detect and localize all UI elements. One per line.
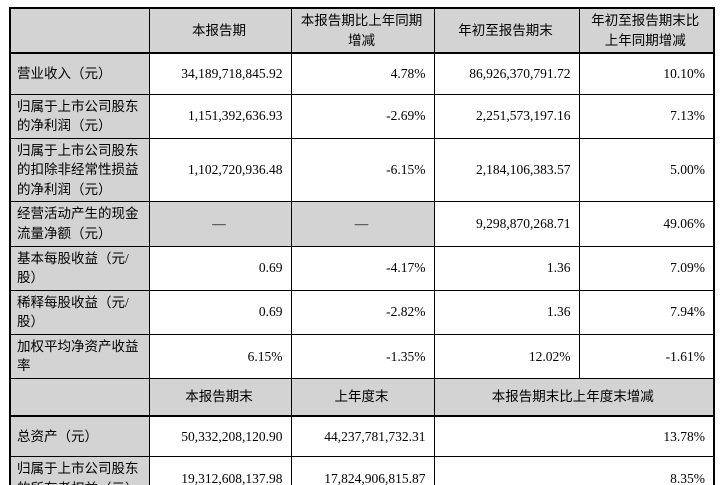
value-cell: 1,151,392,636.93 — [148, 93, 292, 139]
value-cell: -2.69% — [290, 93, 435, 139]
value-cell: 86,926,370,791.72 — [433, 52, 580, 95]
value-cell: 1,102,720,936.48 — [148, 137, 292, 203]
value-cell: 13.78% — [433, 415, 715, 457]
row-basic-eps: 基本每股收益（元/股） 0.69 -4.17% 1.36 7.09% — [9, 245, 715, 291]
value-cell: 19,312,608,137.98 — [148, 455, 292, 485]
row-total-assets: 总资产（元） 50,332,208,120.90 44,237,781,732.… — [9, 415, 715, 457]
value-cell: -6.15% — [290, 137, 435, 203]
row-shareholders-equity: 归属于上市公司股东的所有者权益（元） 19,312,608,137.98 17,… — [9, 455, 715, 485]
row-label-cell: 归属于上市公司股东的扣除非经常性损益的净利润（元） — [9, 137, 150, 203]
value-cell: 17,824,906,815.87 — [290, 455, 435, 485]
value-cell: 1.36 — [433, 289, 580, 335]
financial-summary-table: 本报告期 本报告期比上年同期增减 年初至报告期末 年初至报告期末比上年同期增减 … — [9, 7, 715, 485]
value-cell: 0.69 — [148, 245, 292, 291]
row-label-cell: 总资产（元） — [9, 415, 150, 457]
section1-header-row: 本报告期 本报告期比上年同期增减 年初至报告期末 年初至报告期末比上年同期增减 — [9, 7, 715, 55]
row-diluted-eps: 稀释每股收益（元/股） 0.69 -2.82% 1.36 7.94% — [9, 289, 715, 335]
section1-corner-cell — [9, 7, 150, 55]
value-cell: 44,237,781,732.31 — [290, 415, 435, 457]
na-cell: — — [148, 201, 292, 247]
section2-header-period-end: 本报告期末 — [148, 377, 292, 418]
value-cell: 2,184,106,383.57 — [433, 137, 580, 203]
value-cell: 50,332,208,120.90 — [148, 415, 292, 457]
section2-corner-cell — [9, 377, 150, 418]
value-cell: 6.15% — [148, 333, 292, 379]
row-net-profit-excl-nonrecurring: 归属于上市公司股东的扣除非经常性损益的净利润（元） 1,102,720,936.… — [9, 137, 715, 203]
value-cell: 12.02% — [433, 333, 580, 379]
section2-header-row: 本报告期末 上年度末 本报告期末比上年度末增减 — [9, 377, 715, 418]
value-cell: 34,189,718,845.92 — [148, 52, 292, 95]
row-label-cell: 归属于上市公司股东的所有者权益（元） — [9, 455, 150, 485]
row-label-cell: 经营活动产生的现金流量净额（元） — [9, 201, 150, 247]
section1-header-current-period-yoy: 本报告期比上年同期增减 — [290, 7, 435, 55]
value-cell: -1.61% — [578, 333, 715, 379]
value-cell: 7.94% — [578, 289, 715, 335]
row-label-cell: 基本每股收益（元/股） — [9, 245, 150, 291]
row-weighted-avg-roe: 加权平均净资产收益率 6.15% -1.35% 12.02% -1.61% — [9, 333, 715, 379]
row-label-cell: 稀释每股收益（元/股） — [9, 289, 150, 335]
value-cell: 7.09% — [578, 245, 715, 291]
value-cell: 0.69 — [148, 289, 292, 335]
value-cell: 2,251,573,197.16 — [433, 93, 580, 139]
value-cell: 7.13% — [578, 93, 715, 139]
value-cell: 1.36 — [433, 245, 580, 291]
value-cell: -1.35% — [290, 333, 435, 379]
section2-header-change: 本报告期末比上年度末增减 — [433, 377, 715, 418]
row-net-profit: 归属于上市公司股东的净利润（元） 1,151,392,636.93 -2.69%… — [9, 93, 715, 139]
value-cell: 49.06% — [578, 201, 715, 247]
value-cell: 5.00% — [578, 137, 715, 203]
row-operating-revenue: 营业收入（元） 34,189,718,845.92 4.78% 86,926,3… — [9, 52, 715, 95]
value-cell: -4.17% — [290, 245, 435, 291]
section1-header-ytd: 年初至报告期末 — [433, 7, 580, 55]
row-operating-cash-flow: 经营活动产生的现金流量净额（元） — — 9,298,870,268.71 49… — [9, 201, 715, 247]
row-label-cell: 归属于上市公司股东的净利润（元） — [9, 93, 150, 139]
value-cell: -2.82% — [290, 289, 435, 335]
section2-header-prev-year-end: 上年度末 — [290, 377, 435, 418]
value-cell: 8.35% — [433, 455, 715, 485]
section1-header-ytd-yoy: 年初至报告期末比上年同期增减 — [578, 7, 715, 55]
row-label-cell: 加权平均净资产收益率 — [9, 333, 150, 379]
section1-header-current-period: 本报告期 — [148, 7, 292, 55]
value-cell: 4.78% — [290, 52, 435, 95]
value-cell: 9,298,870,268.71 — [433, 201, 580, 247]
value-cell: 10.10% — [578, 52, 715, 95]
na-cell: — — [290, 201, 435, 247]
row-label-cell: 营业收入（元） — [9, 52, 150, 95]
